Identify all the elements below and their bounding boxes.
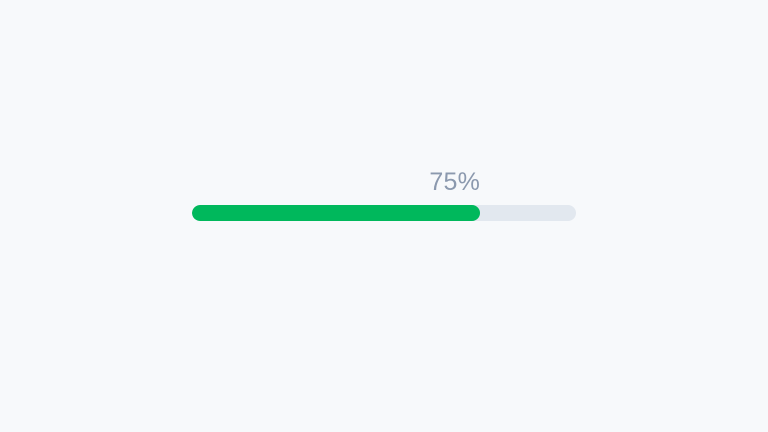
progress-widget: 75% (192, 165, 576, 221)
progress-bar-track[interactable] (192, 205, 576, 221)
progress-bar-fill (192, 205, 480, 221)
progress-value-label: 75% (429, 168, 480, 196)
progress-label-row: 75% (192, 165, 576, 205)
